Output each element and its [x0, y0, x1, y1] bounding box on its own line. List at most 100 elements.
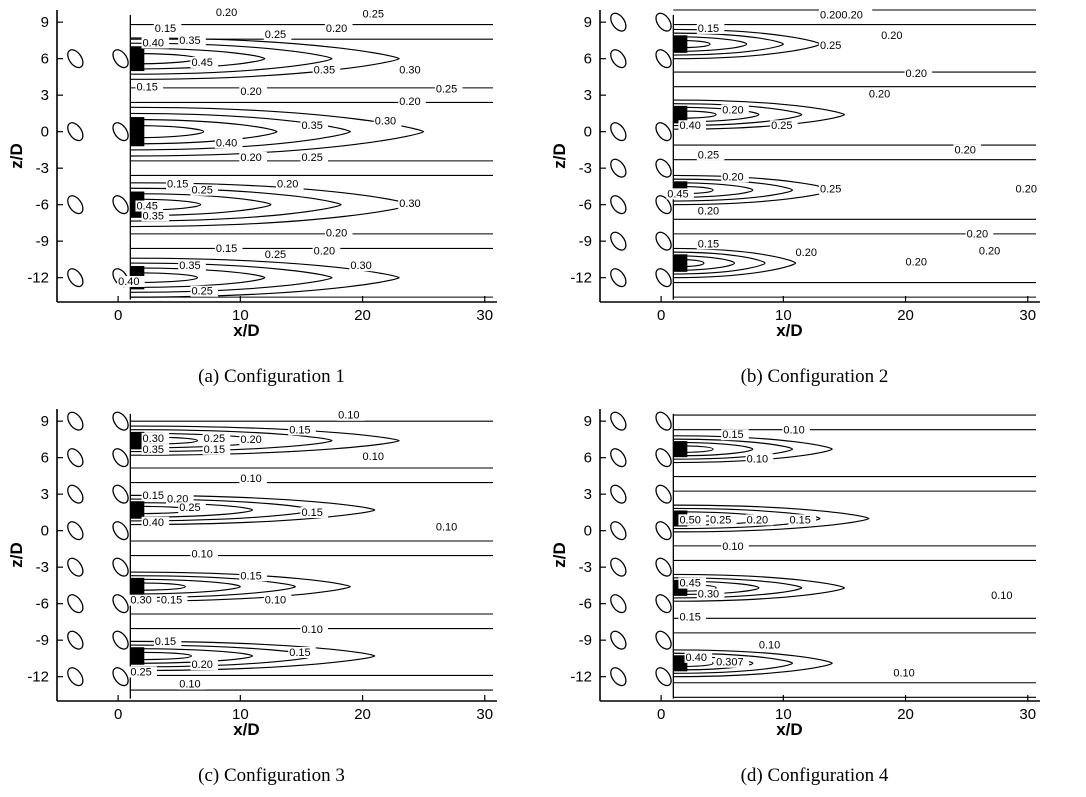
- contour-label-bg: [757, 639, 786, 651]
- contour-label: 0.20: [722, 171, 743, 183]
- x-tick-label: 10: [775, 706, 792, 723]
- y-tick-label: 9: [584, 14, 592, 31]
- contour-label: 0.45: [191, 57, 212, 69]
- contour-label: 0.25: [265, 29, 286, 41]
- dense-contour-region: [130, 577, 145, 596]
- contour-label: 0.25: [363, 8, 384, 20]
- contour-label: 0.10: [747, 454, 768, 466]
- contour-line: [130, 198, 202, 211]
- contour-label-bg: [263, 249, 292, 261]
- contour-label: 0.15: [143, 490, 164, 502]
- contour-label: 0.30: [143, 433, 164, 445]
- contour-label-bg: [794, 246, 823, 258]
- contour-line: [130, 193, 272, 217]
- x-tick-label: 10: [232, 307, 249, 324]
- contour-label: 0.15: [155, 636, 176, 648]
- x-axis-label: x/D: [233, 720, 259, 739]
- y-tick-label: 6: [584, 51, 592, 68]
- hole-marker: [655, 49, 672, 69]
- contour-label-bg: [715, 656, 750, 668]
- y-tick-label: -6: [579, 596, 592, 613]
- contour-label-bg: [141, 210, 170, 222]
- contour-label-bg: [300, 120, 329, 132]
- contour-line: [673, 577, 803, 599]
- contour-line: [130, 262, 333, 293]
- hole-marker: [67, 448, 84, 468]
- hole-marker: [610, 122, 627, 142]
- contour-label: 0.20: [240, 152, 261, 164]
- contour-label: 0.15: [240, 570, 261, 582]
- contour-label: 0.15: [155, 23, 176, 35]
- contour-line: [673, 258, 705, 268]
- contour-line: [130, 272, 199, 284]
- contour-label: 0.25: [436, 84, 457, 96]
- contour-label: 0.15: [698, 238, 719, 250]
- y-tick-label: 9: [41, 14, 49, 31]
- hole-marker: [655, 195, 672, 215]
- dense-contour-region: [130, 46, 145, 72]
- contour-label-bg: [178, 35, 206, 47]
- contour-label-bg: [214, 137, 243, 149]
- contour-label-bg: [141, 490, 170, 502]
- hole-marker: [610, 411, 627, 431]
- contour-label-bg: [819, 39, 847, 51]
- hole-marker: [112, 521, 129, 541]
- x-tick-label: 20: [354, 706, 371, 723]
- contour-label: 0.35: [143, 210, 164, 222]
- contour-label-bg: [782, 424, 810, 436]
- hole-marker: [610, 158, 627, 178]
- contour-label-bg: [819, 183, 847, 195]
- hole-marker: [112, 594, 129, 614]
- hole-marker: [112, 122, 129, 142]
- contour-label-bg: [953, 144, 982, 156]
- y-axis-label: z/D: [7, 143, 26, 169]
- contour-label: 0.30: [130, 595, 151, 607]
- contour-label: 0.15: [167, 179, 188, 191]
- dense-contour-region: [673, 35, 688, 53]
- contour-label: 0.30: [399, 64, 420, 76]
- contour-label-bg: [141, 516, 170, 528]
- contour-label: 0.40: [118, 276, 139, 288]
- contour-label-bg: [178, 678, 206, 690]
- x-tick-label: 20: [897, 307, 914, 324]
- contour-label-bg: [434, 83, 463, 95]
- hole-marker: [655, 630, 672, 650]
- contour-label: 0.25: [820, 40, 841, 52]
- x-tick-label: 10: [775, 307, 792, 324]
- y-tick-label: 3: [584, 87, 592, 104]
- contour-label-bg: [867, 88, 896, 100]
- contour-label-bg: [159, 594, 188, 606]
- contour-label-bg: [312, 64, 341, 76]
- contour-label-bg: [239, 473, 267, 484]
- contour-label-bg: [361, 8, 390, 20]
- contour-label: 0.40: [679, 120, 700, 132]
- hole-marker: [610, 12, 627, 32]
- contour-line: [673, 255, 736, 271]
- contour-label: 0.25: [265, 249, 286, 261]
- hole-marker: [67, 484, 84, 504]
- contour-label-bg: [684, 651, 713, 663]
- hole-marker: [112, 195, 129, 215]
- contour-label-bg: [678, 120, 707, 132]
- contour-label: 0.25: [710, 514, 731, 526]
- hole-marker: [112, 667, 129, 687]
- contour-label-bg: [324, 22, 353, 34]
- hole-marker: [655, 521, 672, 541]
- y-tick-label: 6: [584, 450, 592, 467]
- dense-contour-region: [673, 655, 688, 672]
- contour-label: 0.35: [179, 35, 200, 47]
- contour-label-bg: [788, 514, 817, 526]
- hole-marker: [67, 557, 84, 577]
- hole-marker: [112, 484, 129, 504]
- x-tick-label: 30: [1019, 706, 1036, 723]
- contour-label: 0.15: [289, 647, 310, 659]
- contour-label: 0.20: [979, 246, 1000, 258]
- contour-line: [673, 504, 870, 533]
- contour-label: 0.40: [216, 137, 237, 149]
- contour-label: 0.10: [363, 451, 384, 463]
- y-tick-label: -9: [36, 233, 49, 250]
- contour-label: 0.10: [265, 595, 286, 607]
- x-tick-label: 30: [476, 706, 493, 723]
- contour-label: 0.20: [747, 514, 768, 526]
- contour-label-bg: [373, 115, 402, 127]
